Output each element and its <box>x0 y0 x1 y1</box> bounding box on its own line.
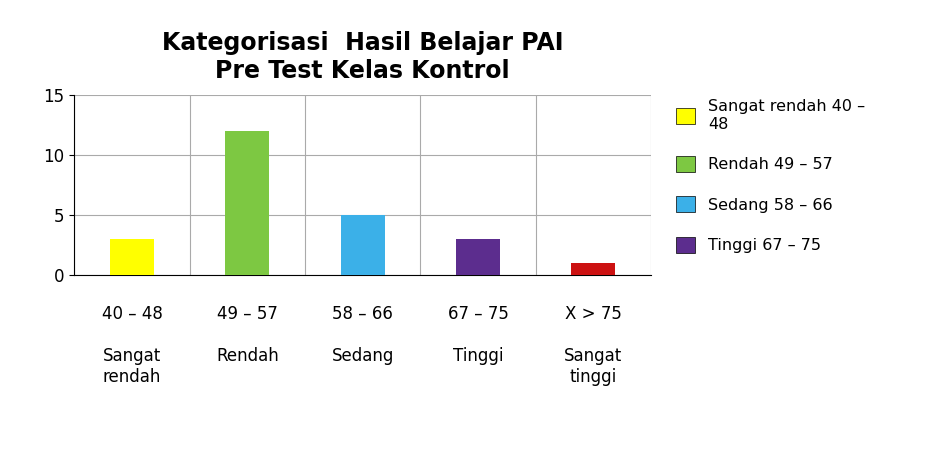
Bar <box>571 263 616 275</box>
Text: Sedang: Sedang <box>331 347 394 365</box>
Text: 49 – 57: 49 – 57 <box>217 305 278 323</box>
Text: Rendah: Rendah <box>216 347 279 365</box>
Bar <box>225 131 270 275</box>
Text: Sangat
rendah: Sangat rendah <box>103 347 161 386</box>
Title: Kategorisasi  Hasil Belajar PAI
Pre Test Kelas Kontrol: Kategorisasi Hasil Belajar PAI Pre Test … <box>162 31 564 83</box>
Text: 58 – 66: 58 – 66 <box>332 305 393 323</box>
Text: 67 – 75: 67 – 75 <box>447 305 509 323</box>
Text: Sangat
tinggi: Sangat tinggi <box>565 347 622 386</box>
Bar <box>456 239 500 275</box>
Text: 40 – 48: 40 – 48 <box>101 305 163 323</box>
Bar <box>340 215 385 275</box>
Text: X > 75: X > 75 <box>565 305 622 323</box>
Bar <box>110 239 154 275</box>
Legend: Sangat rendah 40 –
48, Rendah 49 – 57, Sedang 58 – 66, Tinggi 67 – 75: Sangat rendah 40 – 48, Rendah 49 – 57, S… <box>676 99 865 253</box>
Text: Tinggi: Tinggi <box>453 347 503 365</box>
